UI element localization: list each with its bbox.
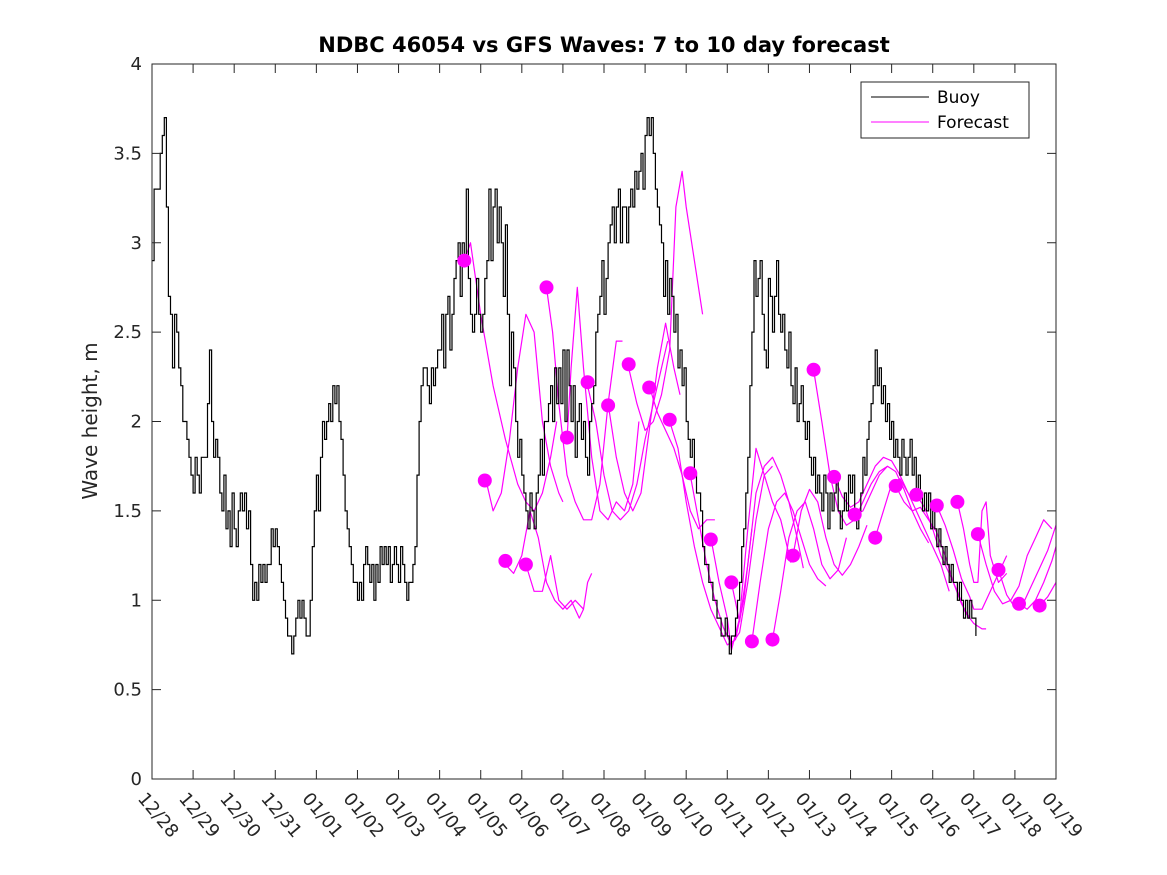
legend: Buoy Forecast xyxy=(860,81,1030,139)
y-tick-label: 3 xyxy=(131,233,142,254)
forecast-line xyxy=(628,170,704,431)
forecast-marker xyxy=(457,253,472,268)
y-tick-label: 4 xyxy=(131,54,142,75)
forecast-marker xyxy=(970,527,985,542)
forecast-marker xyxy=(601,398,616,413)
forecast-marker xyxy=(560,430,574,445)
y-tick-label: 0 xyxy=(131,769,142,790)
y-tick-label: 1.5 xyxy=(113,501,142,522)
plot-area xyxy=(152,64,1056,779)
legend-box xyxy=(860,81,1030,139)
y-tick-label: 0.5 xyxy=(113,680,142,701)
forecast-marker xyxy=(868,530,883,545)
forecast-marker xyxy=(1012,596,1026,611)
forecast-line xyxy=(484,313,564,512)
forecast-marker xyxy=(1032,598,1047,613)
forecast-marker xyxy=(683,466,698,481)
forecast-line xyxy=(751,492,827,642)
forecast-marker xyxy=(621,357,636,372)
forecast-marker xyxy=(806,362,821,377)
forecast-line xyxy=(874,478,950,592)
forecast-line xyxy=(771,501,847,640)
forecast-marker xyxy=(539,280,554,295)
forecast-marker xyxy=(642,380,657,395)
forecast-marker xyxy=(786,548,800,563)
forecast-line xyxy=(730,456,804,623)
forecast-line xyxy=(997,525,1057,609)
y-tick-label: 3.5 xyxy=(113,143,142,164)
forecast-marker xyxy=(703,532,718,547)
y-tick-label: 1 xyxy=(131,590,142,611)
buoy-series xyxy=(152,116,977,655)
forecast-line xyxy=(504,510,585,619)
forecast-line xyxy=(463,242,558,512)
forecast-line xyxy=(566,286,640,521)
y-tick-label: 2 xyxy=(131,412,142,433)
forecast-marker xyxy=(580,375,595,390)
y-axis-label: Wave height, m xyxy=(78,342,102,499)
forecast-line xyxy=(587,340,669,521)
buoy-line xyxy=(152,116,977,655)
forecast-line xyxy=(792,488,868,576)
legend-buoy-label: Buoy xyxy=(937,88,980,108)
forecast-marker xyxy=(724,575,739,590)
forecast-marker xyxy=(888,478,903,493)
forecast-markers xyxy=(457,253,1047,649)
forecast-marker xyxy=(498,553,513,568)
forecast-marker xyxy=(744,634,759,649)
forecast-marker xyxy=(929,498,944,513)
forecast-marker xyxy=(909,487,924,502)
forecast-line xyxy=(813,369,888,526)
forecast-marker xyxy=(991,562,1006,577)
forecast-marker xyxy=(827,469,842,484)
forecast-line xyxy=(669,421,753,646)
forecast-line xyxy=(1018,546,1057,610)
y-axis: 0 0.5 1 1.5 2 2.5 3 3.5 4 xyxy=(113,54,1056,790)
y-tick-label: 2.5 xyxy=(113,322,142,343)
forecast-line xyxy=(854,465,930,544)
forecast-marker xyxy=(950,494,965,509)
forecast-line xyxy=(525,554,593,610)
forecast-marker xyxy=(662,412,677,427)
forecast-line xyxy=(977,519,1053,605)
legend-forecast-label: Forecast xyxy=(937,113,1009,133)
forecast-marker xyxy=(847,507,862,522)
forecast-marker xyxy=(477,473,492,488)
chart-title: NDBC 46054 vs GFS Waves: 7 to 10 day for… xyxy=(318,33,889,57)
forecast-marker xyxy=(765,632,780,647)
forecast-marker xyxy=(518,557,533,572)
